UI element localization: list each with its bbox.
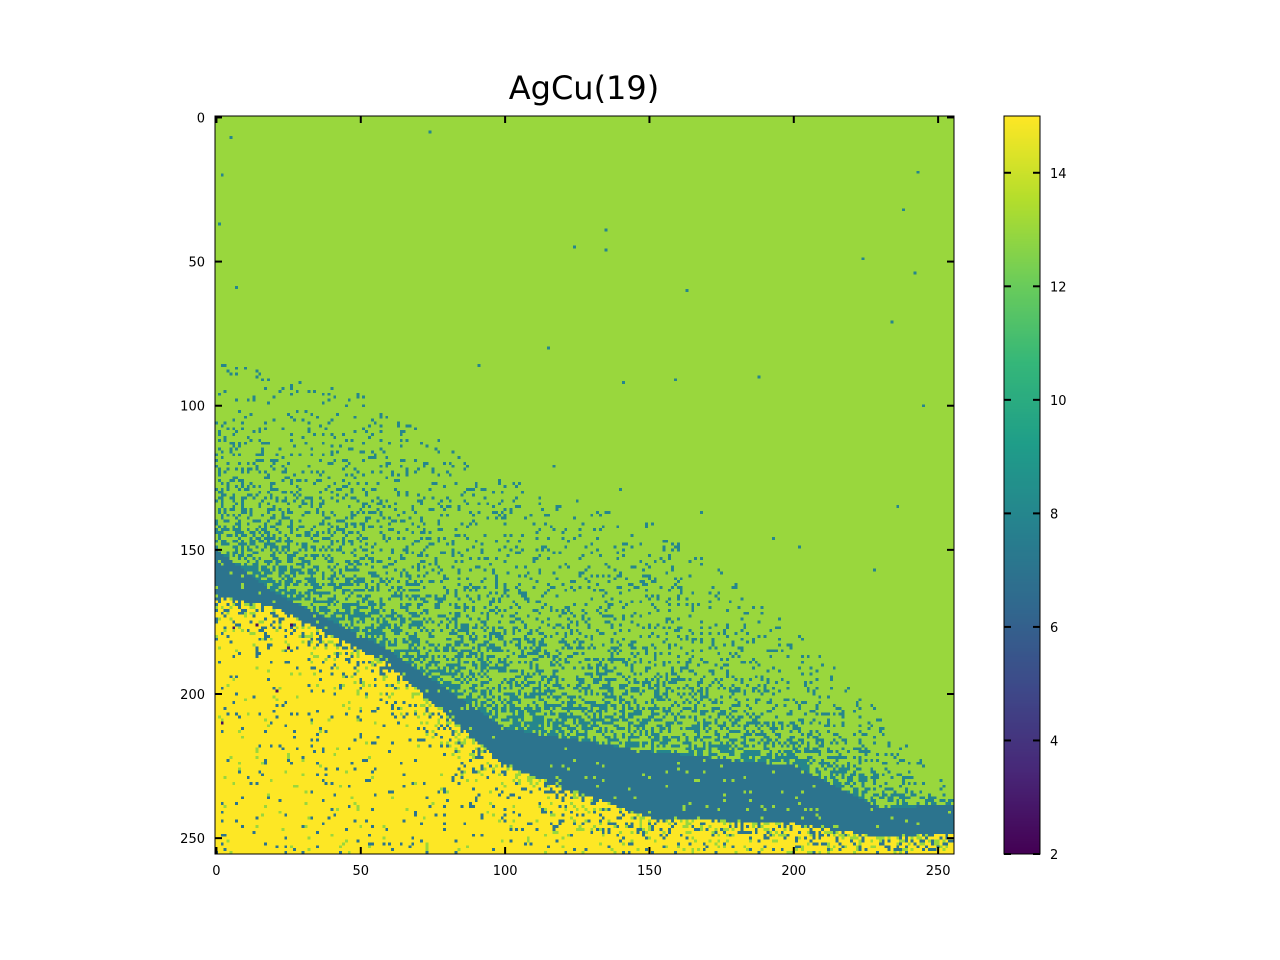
x-tick-label: 50 [353, 864, 370, 879]
x-tick-label: 0 [212, 864, 220, 879]
y-tick-label: 50 [188, 256, 205, 271]
colorbar-image [1004, 116, 1040, 854]
x-axis: 0 50 100 150 200 250 [212, 116, 951, 879]
y-axis: 0 50 100 150 200 250 [180, 111, 954, 847]
colorbar-tick-label: 10 [1050, 394, 1067, 409]
y-tick-label: 150 [180, 544, 205, 559]
x-tick-label: 250 [926, 864, 951, 879]
colorbar-tick-label: 4 [1050, 734, 1058, 749]
x-tick-label: 200 [781, 864, 806, 879]
y-tick-label: 0 [197, 111, 205, 126]
x-tick-label: 150 [637, 864, 662, 879]
colorbar-ticks: 2 4 6 8 10 12 14 [1004, 167, 1067, 863]
colorbar-frame [1003, 115, 1041, 855]
colorbar: 2 4 6 8 10 12 14 [1003, 115, 1067, 863]
heatmap-image [215, 116, 954, 854]
chart-title: AgCu(19) [509, 69, 660, 107]
colorbar-tick-label: 2 [1050, 848, 1058, 863]
x-tick-label: 100 [493, 864, 518, 879]
colorbar-tick-label: 14 [1050, 167, 1067, 182]
colorbar-tick-label: 6 [1050, 621, 1058, 636]
colorbar-tick-label: 8 [1050, 507, 1058, 522]
heatmap-area [214, 115, 955, 855]
y-tick-label: 100 [180, 400, 205, 415]
y-tick-label: 250 [180, 832, 205, 847]
colorbar-tick-label: 12 [1050, 280, 1067, 295]
heatmap-frame [214, 115, 955, 855]
y-tick-label: 200 [180, 688, 205, 703]
